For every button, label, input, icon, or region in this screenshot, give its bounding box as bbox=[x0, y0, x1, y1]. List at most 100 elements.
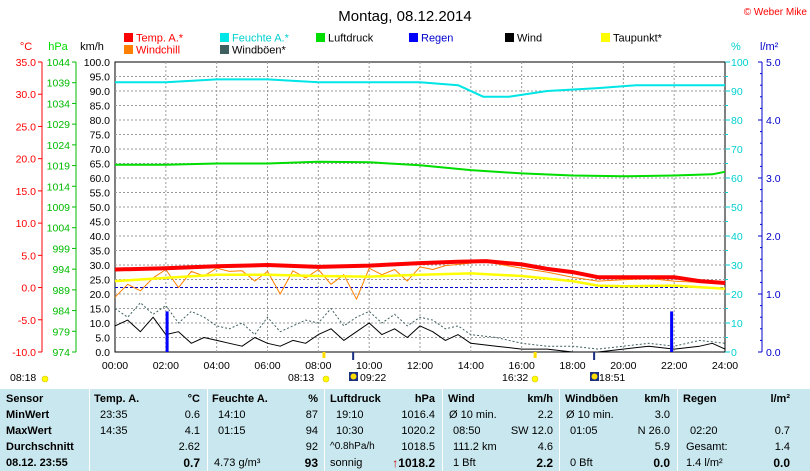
rain-tick-label: 1.0 bbox=[766, 289, 781, 301]
summary-table: Sensor Temp. A. °C Feuchte A. % Luftdruc… bbox=[0, 389, 810, 471]
wind-max-value: SW 12.0 bbox=[510, 425, 553, 437]
x-tick-label: 00:00 bbox=[102, 360, 128, 372]
sun-event-time: 08:13 bbox=[288, 372, 314, 384]
humidity-tick-label: 50 bbox=[731, 202, 743, 214]
header-pressure: Luftdruck bbox=[330, 393, 381, 405]
wind-tick-label: 60.0 bbox=[90, 173, 111, 185]
series-windböen bbox=[114, 302, 726, 350]
header-gust: Windböen bbox=[565, 393, 619, 405]
legend-swatch bbox=[505, 33, 514, 42]
humidity-tick-label: 100 bbox=[731, 57, 749, 69]
moon-icon-disc bbox=[591, 373, 598, 380]
pressure-tick-label: 1009 bbox=[47, 202, 71, 214]
wind-tick-label: 70.0 bbox=[90, 144, 111, 156]
wind-tick-label: 10.0 bbox=[90, 318, 111, 330]
temp-tick-label: 35.0 bbox=[16, 57, 37, 69]
wind-tick-label: 25.0 bbox=[90, 275, 111, 287]
series-luftdruck bbox=[115, 160, 726, 178]
x-tick-label: 18:00 bbox=[559, 360, 585, 372]
humidity-tick-label: 0 bbox=[731, 347, 737, 359]
temp-tick-label: 25.0 bbox=[16, 121, 37, 133]
weather-chart: Montag, 08.12.2014 © Weber Mike Temp. A.… bbox=[10, 7, 807, 384]
humidity-tick-label: 20 bbox=[731, 289, 743, 301]
wind-tick-label: 20.0 bbox=[90, 289, 111, 301]
wind-tick-label: 85.0 bbox=[90, 101, 111, 113]
series-temp-a bbox=[114, 259, 726, 285]
temp-max-value: 4.1 bbox=[184, 425, 200, 437]
x-tick-label: 22:00 bbox=[661, 360, 687, 372]
pressure-tick-label: 1024 bbox=[47, 140, 71, 152]
series-feuchte-a bbox=[115, 78, 725, 98]
gust-avg10-value: 3.0 bbox=[654, 409, 670, 421]
pressure-trend: ^0.8hPa/h bbox=[330, 441, 375, 452]
temp-axis-unit: °C bbox=[20, 41, 32, 53]
gust-current-value: 0.0 bbox=[653, 456, 670, 470]
row-label-avg: Durchschnitt bbox=[6, 441, 74, 453]
pressure-avg-value: 1018.5 bbox=[401, 441, 435, 453]
gust-max-time: 01:05 bbox=[570, 425, 598, 437]
legend-label: Windchill bbox=[136, 45, 180, 57]
pressure-current: ↑1018.2 bbox=[370, 456, 435, 470]
temp-tick-label: 30.0 bbox=[16, 89, 37, 101]
header-gust-unit: km/h bbox=[644, 393, 670, 405]
humidity-tick-label: 80 bbox=[731, 115, 743, 127]
legend-swatch bbox=[220, 33, 229, 42]
legend-label: Temp. A.* bbox=[136, 33, 184, 45]
humidity-min-time: 14:10 bbox=[218, 409, 246, 421]
pressure-tick-label: 994 bbox=[52, 264, 70, 276]
pressure-min-value: 1016.4 bbox=[401, 409, 435, 421]
wind-tick-label: 15.0 bbox=[90, 304, 111, 316]
pressure-max-time: 10:30 bbox=[336, 425, 364, 437]
header-pressure-unit: hPa bbox=[414, 393, 435, 405]
humidity-tick-label: 30 bbox=[731, 260, 743, 272]
pressure-current-value: 1018.2 bbox=[398, 456, 435, 470]
rain-current-value: 0.0 bbox=[773, 456, 790, 470]
legend-label: Regen bbox=[421, 33, 453, 45]
humidity-max-time: 01:15 bbox=[218, 425, 246, 437]
wind-avg-value: 4.6 bbox=[537, 441, 553, 453]
wind-tick-label: 80.0 bbox=[90, 115, 111, 127]
wind-tick-label: 5.0 bbox=[95, 333, 110, 345]
legend-swatch bbox=[124, 33, 133, 42]
series-taupunkt bbox=[114, 272, 726, 291]
series-wind bbox=[114, 316, 726, 353]
x-tick-label: 10:00 bbox=[356, 360, 382, 372]
rain-tick-label: 0.0 bbox=[766, 347, 781, 359]
wind-avg-label: Ø 10 min. bbox=[449, 409, 497, 421]
pressure-min-time: 19:10 bbox=[336, 409, 364, 421]
row-label-max: MaxWert bbox=[6, 425, 52, 437]
rain-tick-label: 5.0 bbox=[766, 57, 781, 69]
wind-tick-label: 100.0 bbox=[84, 57, 110, 69]
wind-current-value: 2.2 bbox=[536, 456, 553, 470]
humidity-current-value: 93 bbox=[304, 456, 318, 470]
legend-label: Windböen* bbox=[232, 45, 287, 57]
pressure-tick-label: 1034 bbox=[47, 98, 71, 110]
sun-event-time: 09:22 bbox=[360, 372, 386, 384]
temp-max-time: 14:35 bbox=[100, 425, 128, 437]
pressure-tick-label: 1029 bbox=[47, 119, 71, 131]
y-axes: 35.0 30.0 25.0 20.0 15.0 10.0 5.0 0.0 -5.0 -10.0 1… bbox=[12, 57, 110, 359]
pressure-tick-label: 989 bbox=[52, 285, 70, 297]
header-rain: Regen bbox=[683, 393, 717, 405]
wind-tick-label: 65.0 bbox=[90, 159, 111, 171]
header-humidity-unit: % bbox=[308, 393, 318, 405]
temp-tick-label: 20.0 bbox=[16, 154, 37, 166]
wind-tick-label: 35.0 bbox=[90, 246, 111, 258]
humidity-absolute: 4.73 g/m³ bbox=[214, 457, 261, 469]
rain-max-time: 02:20 bbox=[690, 425, 718, 437]
temp-current-value: 0.7 bbox=[183, 456, 200, 470]
plot-series bbox=[114, 78, 726, 353]
rain-tick-label: 2.0 bbox=[766, 231, 781, 243]
header-humidity: Feuchte A. bbox=[212, 393, 268, 405]
sun-event-time: 08:18 bbox=[10, 372, 36, 384]
temp-min-time: 23:35 bbox=[100, 409, 128, 421]
legend-label: Luftdruck bbox=[328, 33, 374, 45]
series-windchill bbox=[114, 260, 726, 300]
pressure-tick-label: 974 bbox=[52, 347, 70, 359]
wind-tick-label: 45.0 bbox=[90, 217, 111, 229]
pressure-trend-arrow-icon: ↑ bbox=[392, 456, 399, 470]
wind-axis-unit: km/h bbox=[80, 41, 104, 53]
rain-total-label: Gesamt: bbox=[686, 441, 728, 453]
temp-avg-value: 2.62 bbox=[178, 441, 200, 453]
wind-beaufort: 1 Bft bbox=[453, 457, 476, 469]
